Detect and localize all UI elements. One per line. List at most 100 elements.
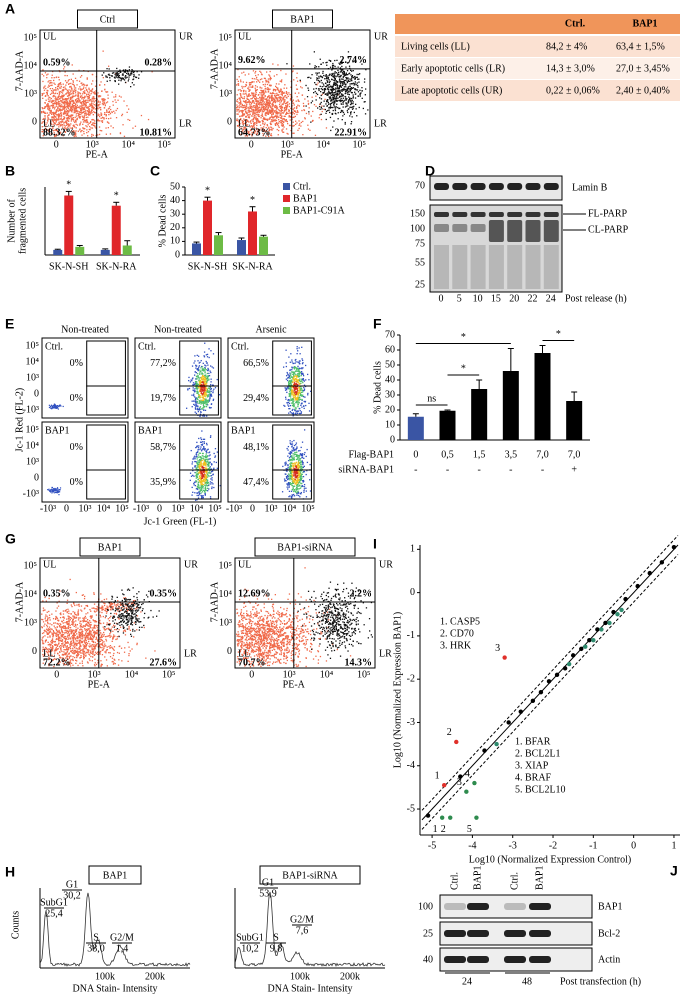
flow-event <box>74 108 76 110</box>
flow-event <box>288 92 290 94</box>
flow-event <box>268 109 270 111</box>
flow-event <box>53 113 55 115</box>
flow-event <box>329 97 331 99</box>
flow-event <box>347 51 350 53</box>
flow-event <box>85 87 87 89</box>
flow-event <box>253 81 255 83</box>
flow-event <box>259 108 261 111</box>
flow-event <box>80 89 82 91</box>
flow-event <box>89 129 91 131</box>
flow-event <box>326 101 328 103</box>
flow-event <box>70 604 72 606</box>
flow-event <box>73 617 75 619</box>
flow-event <box>354 97 357 99</box>
flow-event <box>341 95 343 97</box>
flow-event <box>312 119 314 122</box>
flow-event <box>48 105 50 108</box>
flow-event <box>111 111 113 114</box>
flow-event <box>265 81 267 83</box>
flow-event <box>59 640 61 642</box>
flow-event <box>276 128 278 131</box>
flow-event <box>126 628 128 630</box>
flow-event <box>65 106 67 108</box>
flow-event <box>63 110 66 112</box>
flow-event <box>284 119 286 121</box>
flow-event <box>328 92 330 94</box>
flow-event <box>240 119 242 121</box>
flow-event <box>66 623 68 625</box>
flow-event <box>93 96 95 98</box>
flow-event <box>123 79 126 81</box>
flow-event <box>115 605 117 607</box>
flow-event <box>342 111 345 114</box>
flow-event <box>78 101 80 103</box>
flow-event <box>95 624 97 627</box>
flow-event <box>80 634 82 636</box>
flow-event <box>54 95 56 98</box>
flow-event <box>79 115 81 118</box>
flow-event <box>48 648 50 650</box>
flow-event <box>99 645 101 647</box>
flow-event <box>332 66 334 68</box>
flow-event <box>334 71 336 73</box>
flow-event <box>322 72 324 74</box>
flow-event <box>295 120 297 122</box>
flow-event <box>89 643 91 645</box>
flow-event <box>136 642 138 644</box>
flow-event <box>134 616 136 618</box>
flow-event <box>135 621 137 624</box>
flow-event <box>66 110 68 112</box>
flow-event <box>85 605 87 607</box>
flow-event <box>130 610 132 612</box>
flow-event <box>44 127 47 129</box>
flow-event <box>94 100 96 102</box>
flow-event <box>63 103 65 105</box>
flow-event <box>276 92 278 94</box>
flow-event <box>351 106 354 108</box>
flow-event <box>135 623 137 625</box>
flow-event <box>81 96 83 99</box>
flow-event <box>252 94 254 96</box>
flow-event <box>107 108 110 110</box>
flow-event <box>355 61 357 63</box>
flow-event <box>94 653 96 656</box>
flow-event <box>64 664 66 666</box>
flow-event <box>49 631 51 633</box>
flow-event <box>89 626 91 628</box>
flow-event <box>286 626 288 629</box>
flow-event <box>302 635 304 637</box>
flow-event <box>88 128 90 131</box>
flow-event <box>76 79 78 82</box>
flow-event <box>283 101 285 103</box>
flow-event <box>298 92 300 94</box>
flow-event <box>106 605 108 607</box>
flow-event <box>257 80 260 82</box>
flow-event <box>48 614 51 616</box>
flow-event <box>329 66 332 68</box>
flow-event <box>122 602 124 605</box>
flow-event <box>71 127 74 129</box>
flow-event <box>42 621 45 623</box>
flow-event <box>251 93 253 95</box>
flow-event <box>134 613 136 615</box>
flow-event <box>246 107 248 110</box>
flow-event <box>332 84 335 86</box>
flow-event <box>55 638 57 641</box>
flow-event <box>95 614 98 616</box>
flow-event <box>44 115 46 117</box>
flow-event <box>361 63 363 65</box>
flow-event <box>81 75 83 77</box>
flow-event <box>72 649 74 652</box>
flow-event <box>346 74 349 76</box>
flow-event <box>282 112 284 114</box>
flow-event <box>70 93 73 95</box>
flow-event <box>254 630 256 632</box>
flow-event <box>248 99 250 101</box>
flow-event <box>339 100 341 102</box>
flow-event <box>349 89 352 91</box>
flow-event <box>55 615 57 618</box>
flow-event <box>140 611 142 613</box>
flow-event <box>96 107 99 109</box>
flow-event <box>65 628 67 630</box>
flow-event <box>129 605 132 607</box>
